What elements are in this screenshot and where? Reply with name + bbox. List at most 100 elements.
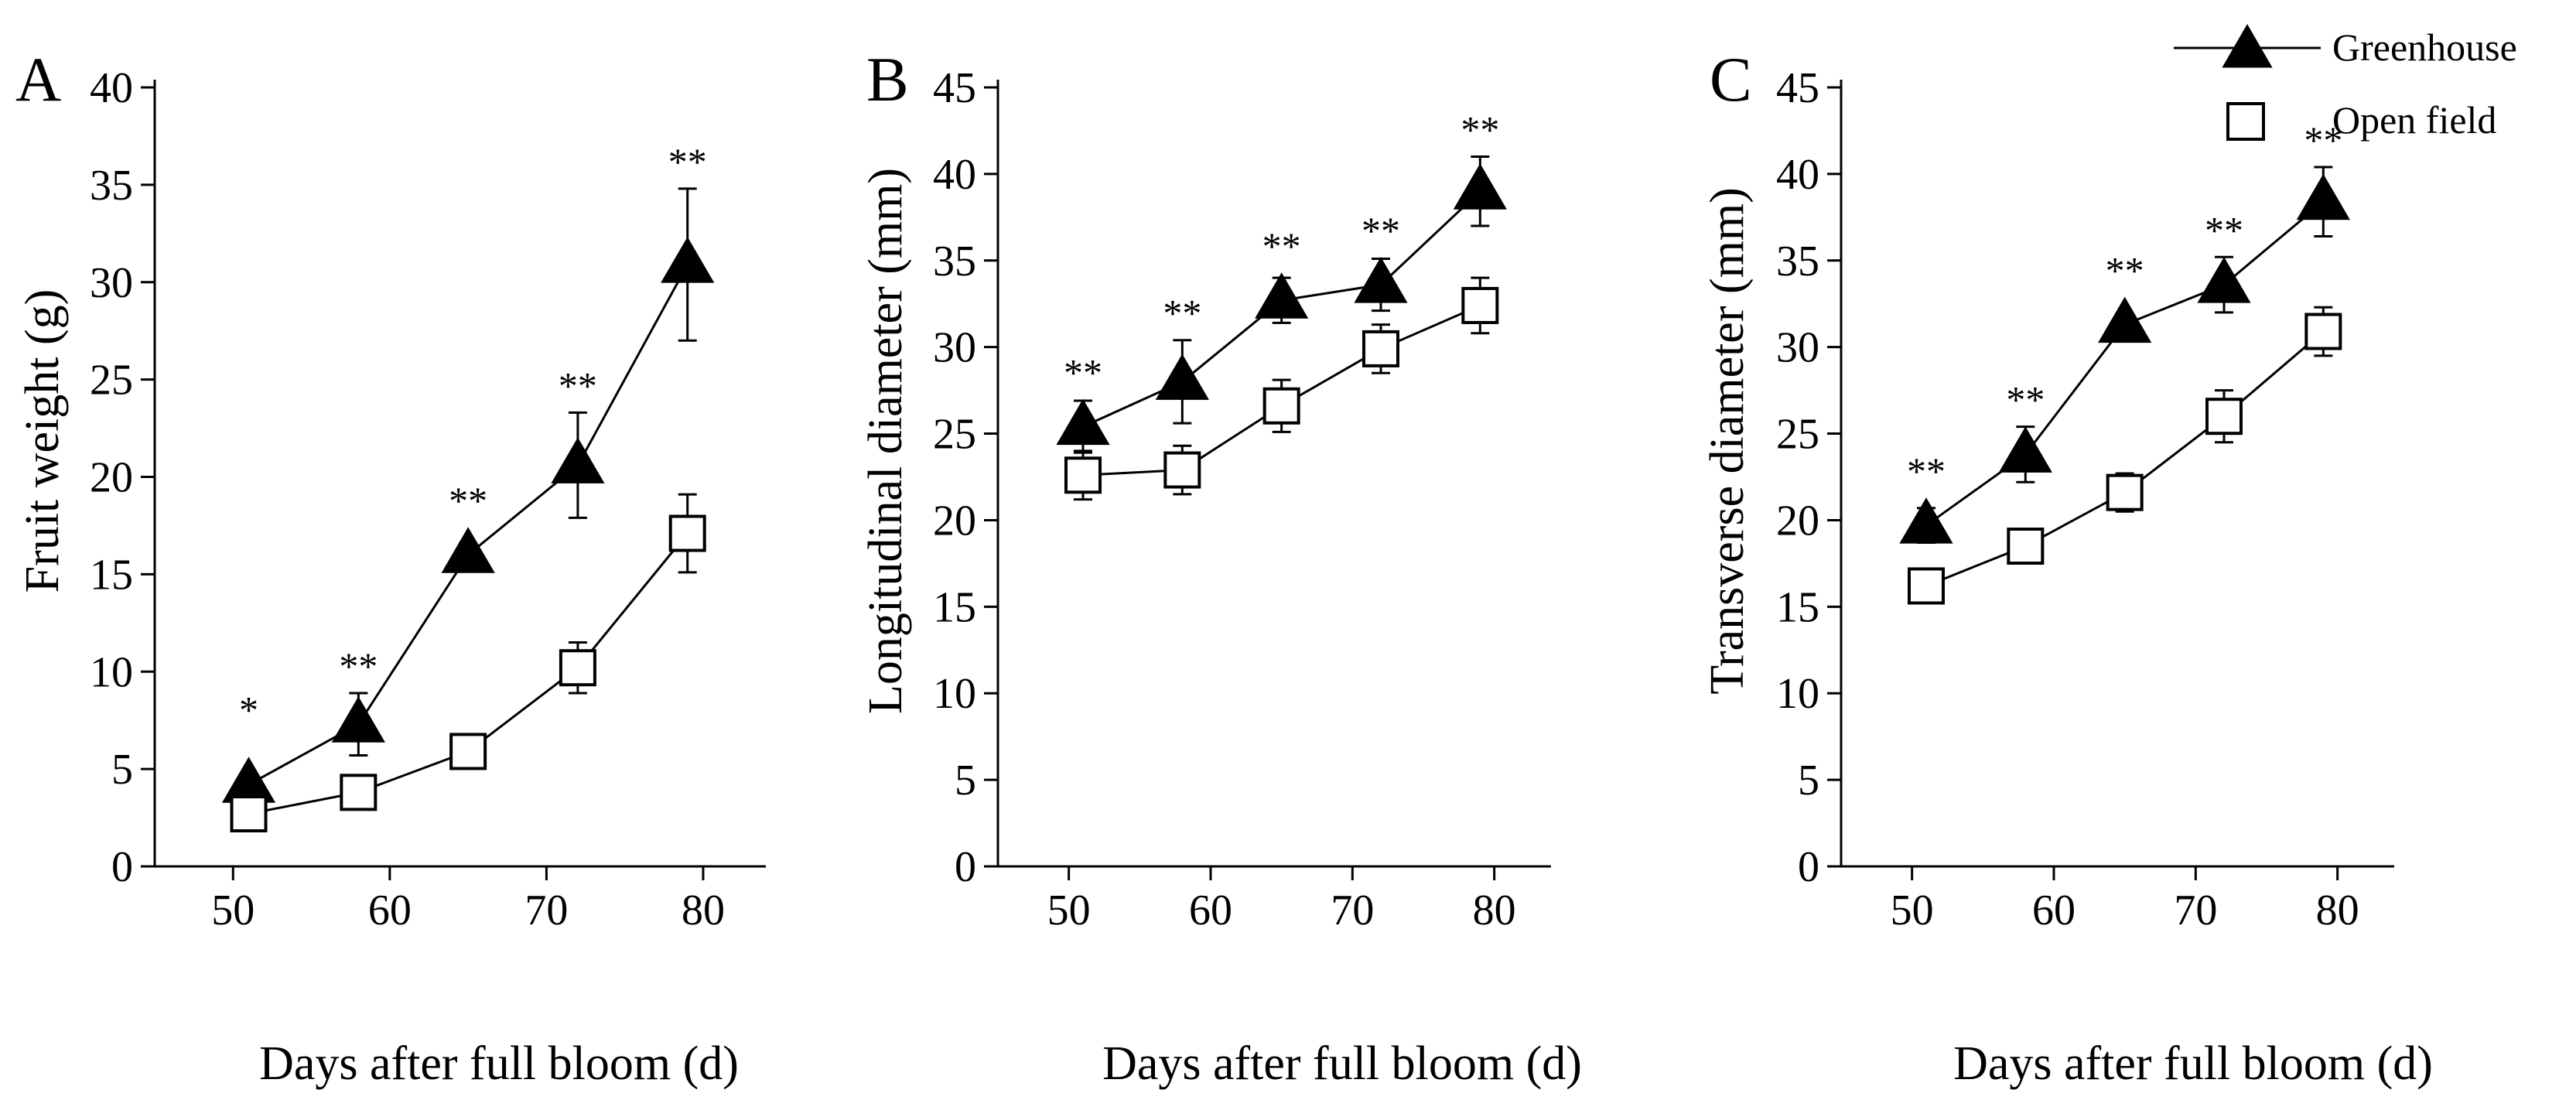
open-field-point <box>559 649 596 687</box>
open-field-point <box>230 795 268 833</box>
x-tick-label: 80 <box>682 886 725 934</box>
panel-a-x-axis-title: Days after full bloom (d) <box>259 1037 739 1090</box>
x-tick-label: 80 <box>2316 886 2359 934</box>
x-tick-label: 50 <box>1891 886 1934 934</box>
open-field-series-line <box>1925 330 2325 587</box>
legend-greenhouse-marker <box>2222 23 2273 68</box>
open-field-point <box>1908 567 1945 605</box>
y-tick-label: 20 <box>933 497 976 545</box>
significance-label: ** <box>2006 378 2045 422</box>
y-tick-label: 5 <box>111 746 133 794</box>
greenhouse-point <box>1998 426 2052 473</box>
greenhouse-point <box>1255 272 1309 319</box>
y-tick-label: 25 <box>90 357 133 405</box>
panel-b: B Longitudinal diameter (mm) Days after … <box>859 44 1582 1090</box>
open-field-point <box>2205 398 2243 436</box>
panel-a: A Fruit weight (g) Days after full bloom… <box>15 44 766 1090</box>
greenhouse-point <box>2296 173 2350 220</box>
significance-label: ** <box>2304 118 2342 162</box>
y-tick-label: 25 <box>933 411 976 459</box>
y-tick-label: 40 <box>933 151 976 199</box>
panel-b-plot: 0 5 10 15 20 25 30 35 40 45 50 60 70 80 ** ** ** ** ** <box>933 64 1551 934</box>
significance-label: ** <box>1907 449 1946 493</box>
greenhouse-point <box>2098 296 2152 343</box>
greenhouse-point <box>441 527 495 573</box>
y-tick-label: 5 <box>1798 757 1819 805</box>
significance-label: ** <box>1461 108 1499 152</box>
y-tick-label: 0 <box>111 843 133 891</box>
y-tick-label: 20 <box>1776 497 1819 545</box>
open-field-point <box>2304 313 2342 350</box>
x-tick-label: 60 <box>2032 886 2075 934</box>
y-tick-label: 10 <box>933 670 976 718</box>
greenhouse-point <box>1453 163 1507 210</box>
open-field-point <box>2007 528 2045 565</box>
x-tick-label: 70 <box>524 886 568 934</box>
panel-b-y-axis-title: Longitudinal diameter (mm) <box>859 168 912 714</box>
greenhouse-point <box>2197 257 2251 303</box>
open-field-point <box>1064 456 1102 494</box>
y-tick-label: 15 <box>1776 583 1819 631</box>
x-tick-label: 70 <box>1331 886 1374 934</box>
legend: Greenhouse Open field <box>2174 23 2517 142</box>
x-tick-label: 50 <box>211 886 255 934</box>
significance-label: ** <box>1262 224 1301 268</box>
significance-label: ** <box>449 479 487 522</box>
y-tick-label: 45 <box>933 64 976 112</box>
legend-greenhouse-label: Greenhouse <box>2332 26 2517 69</box>
x-tick-label: 60 <box>368 886 412 934</box>
open-field-series-line <box>248 532 688 815</box>
y-tick-label: 30 <box>1776 324 1819 372</box>
open-field-point <box>340 774 378 811</box>
legend-open-field-label: Open field <box>2332 98 2496 142</box>
significance-label: ** <box>668 140 707 183</box>
panel-b-letter: B <box>866 44 909 114</box>
x-tick-label: 60 <box>1189 886 1232 934</box>
significance-label: ** <box>1064 351 1102 395</box>
y-tick-label: 30 <box>90 259 133 307</box>
y-tick-label: 40 <box>1776 151 1819 199</box>
y-tick-label: 10 <box>1776 670 1819 718</box>
greenhouse-point <box>221 757 276 803</box>
open-field-point <box>1461 286 1499 324</box>
significance-label: * <box>239 688 258 731</box>
panel-a-y-axis-title: Fruit weight (g) <box>16 289 69 593</box>
legend-open-field-marker <box>2226 102 2265 141</box>
y-tick-label: 0 <box>955 843 976 891</box>
y-tick-label: 30 <box>933 324 976 372</box>
y-tick-label: 35 <box>1776 237 1819 285</box>
open-field-point <box>449 733 487 770</box>
significance-label: ** <box>2205 208 2243 251</box>
y-tick-label: 15 <box>933 583 976 631</box>
panel-c-x-axis-title: Days after full bloom (d) <box>1953 1037 2433 1090</box>
x-tick-label: 70 <box>2174 886 2217 934</box>
y-tick-label: 25 <box>1776 411 1819 459</box>
x-tick-label: 50 <box>1047 886 1091 934</box>
y-tick-label: 35 <box>933 237 976 285</box>
greenhouse-point <box>1155 354 1209 400</box>
y-tick-label: 40 <box>90 64 133 112</box>
significance-label: ** <box>2106 249 2144 292</box>
greenhouse-point <box>331 696 385 743</box>
y-tick-label: 35 <box>90 162 133 210</box>
greenhouse-series-line <box>248 264 689 786</box>
panel-c-y-axis-title: Transverse diameter (mm) <box>1701 187 1754 694</box>
y-tick-label: 10 <box>90 648 133 696</box>
significance-label: ** <box>1163 292 1201 335</box>
greenhouse-point <box>551 437 605 483</box>
significance-label: ** <box>559 364 597 407</box>
panel-b-x-axis-title: Days after full bloom (d) <box>1102 1037 1582 1090</box>
open-field-point <box>1163 451 1201 489</box>
open-field-point <box>1262 387 1300 425</box>
panel-c-letter: C <box>1710 44 1752 114</box>
greenhouse-point <box>1899 497 1953 544</box>
greenhouse-point <box>1354 257 1408 303</box>
y-tick-label: 5 <box>955 757 976 805</box>
greenhouse-point <box>1056 398 1110 446</box>
greenhouse-point <box>661 237 715 283</box>
y-tick-label: 20 <box>90 454 133 502</box>
significance-label: ** <box>339 644 378 688</box>
y-tick-label: 15 <box>90 551 133 599</box>
